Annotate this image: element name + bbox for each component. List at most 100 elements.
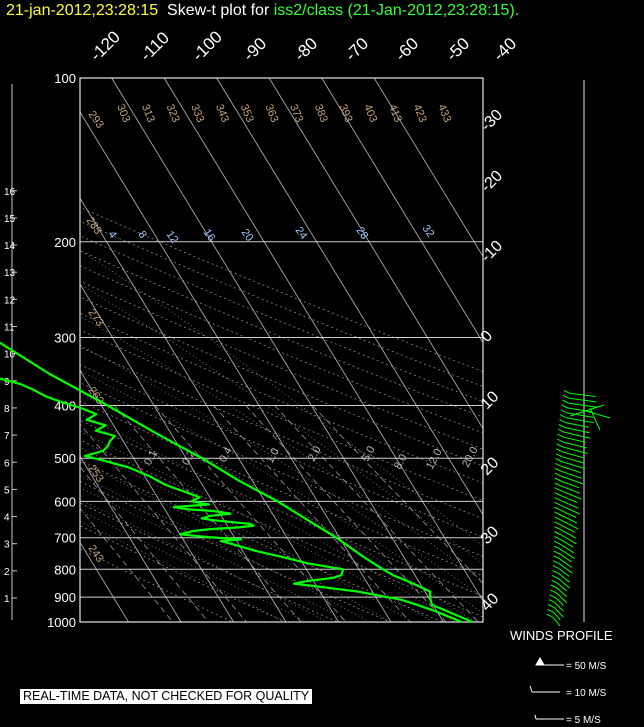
moist-adiabat — [80, 487, 350, 622]
wind-legend-half-barb — [534, 714, 564, 720]
isotherm-label-top: -50 — [442, 34, 473, 65]
wind-legend-label: = 5 M/S — [566, 715, 601, 726]
dry-adiabat — [80, 265, 483, 434]
mixing-ratio-line — [114, 405, 301, 622]
background-lines — [80, 78, 483, 622]
pressure-tick-label: 500 — [54, 451, 76, 466]
pressure-tick-label: 900 — [54, 590, 76, 605]
dry-adiabat — [80, 439, 483, 618]
mixing-ratio-label: 1.0 — [264, 446, 282, 465]
moist-adiabat — [80, 392, 476, 622]
isotherm — [80, 369, 234, 622]
dry-adiabat — [80, 329, 483, 502]
isotherm-label-top: -60 — [391, 34, 422, 65]
isotherm-label-top: -40 — [489, 34, 520, 65]
pressure-tick-label: 100 — [54, 71, 76, 86]
dry-adiabat-label-left: 283 — [84, 215, 104, 237]
isotherm — [268, 78, 483, 430]
dry-adiabat-label: 393 — [337, 103, 355, 125]
mixing-ratio-line — [80, 507, 173, 622]
mixing-ratio-line — [80, 466, 209, 622]
isotherm — [163, 78, 483, 602]
height-tick-label: 13 — [4, 268, 16, 279]
quality-notice: REAL-TIME DATA, NOT CHECKED FOR QUALITY — [20, 689, 313, 704]
height-tick-label: 6 — [4, 458, 10, 469]
moist-adiabat — [80, 520, 287, 622]
isotherm-label-right: 0 — [478, 327, 496, 345]
dry-adiabat — [80, 296, 483, 467]
height-tick-label: 16 — [4, 187, 16, 198]
isotherm-label-top: -100 — [188, 27, 225, 64]
moist-adiabat-label: 24 — [293, 225, 310, 242]
isotherm-label-right: -30 — [478, 106, 506, 134]
moist-adiabat — [80, 510, 308, 622]
wind-legend-pennant — [535, 656, 564, 666]
isotherm-label-top: -80 — [290, 34, 321, 65]
isotherm — [216, 78, 483, 516]
dry-adiabat-label: 343 — [213, 103, 231, 125]
dry-adiabat — [80, 480, 391, 622]
title-platform: iss2/class (21-Jan-2012,23:28:15) — [273, 2, 515, 19]
dry-adiabat-label: 353 — [238, 103, 256, 125]
dry-adiabat — [80, 280, 483, 450]
isotherm — [80, 283, 287, 622]
dry-adiabat-label: 303 — [114, 103, 132, 125]
moist-adiabat — [80, 461, 392, 622]
moist-adiabat — [80, 430, 434, 622]
dry-adiabat — [80, 502, 338, 622]
winds-profile — [546, 80, 611, 627]
dry-adiabat-label-left: 293 — [86, 109, 106, 131]
height-tick-label: 9 — [4, 377, 10, 388]
dry-adiabat — [80, 525, 286, 622]
mixing-ratio-line — [213, 405, 411, 622]
height-tick-label: 8 — [4, 404, 10, 415]
isotherm — [321, 78, 483, 344]
mixing-ratio-line — [274, 405, 479, 622]
dry-adiabat — [80, 220, 483, 387]
mixing-ratio-line — [154, 405, 346, 622]
dry-adiabat-label: 433 — [435, 103, 453, 125]
dry-adiabat — [80, 400, 483, 577]
isotherm-label-top: -110 — [136, 28, 173, 65]
height-tick-label: 14 — [4, 241, 16, 252]
moist-adiabat-label: 8 — [136, 229, 149, 241]
pressure-tick-label: 700 — [54, 531, 76, 546]
title-timestamp: 21-jan-2012,23:28:15 — [6, 2, 159, 19]
dry-adiabat-label: 413 — [386, 103, 404, 125]
dry-adiabat-label: 403 — [361, 103, 379, 125]
height-tick-label: 7 — [4, 431, 10, 442]
dry-adiabat — [80, 548, 233, 622]
isotherm-label-top: -70 — [341, 34, 372, 65]
wind-legend-full-barb — [529, 685, 560, 693]
height-tick-label: 3 — [4, 540, 10, 551]
dry-adiabat-label: 423 — [411, 103, 429, 125]
height-tick-label: 5 — [4, 485, 10, 496]
dry-adiabat — [80, 364, 483, 538]
isotherm-label-right: 10 — [478, 388, 503, 413]
mixing-ratio-label: 0.1 — [142, 448, 160, 467]
wind-legend: = 50 M/S = 10 M/S = 5 M/S — [529, 656, 607, 726]
height-tick-label: 1 — [4, 594, 10, 605]
mixing-ratio-line — [80, 423, 247, 622]
dry-adiabat — [80, 312, 483, 484]
pressure-tick-label: 300 — [54, 331, 76, 346]
dewpoint-profile — [0, 377, 463, 624]
dry-adiabat — [80, 250, 483, 418]
dry-adiabat-label: 313 — [139, 103, 157, 125]
moist-adiabat-label: 16 — [201, 227, 218, 244]
height-tick-label: 10 — [4, 350, 16, 361]
mixing-ratio-label: 5.0 — [360, 444, 378, 463]
winds-profile-label: WINDS PROFILE — [510, 628, 613, 643]
pressure-tick-label: 200 — [54, 235, 76, 250]
moist-adiabat-label: 20 — [239, 227, 256, 244]
chart-title: 21-jan-2012,23:28:15 Skew-t plot for iss… — [6, 2, 519, 20]
isotherm-label-right: 30 — [478, 523, 503, 548]
height-tick-label: 11 — [4, 323, 15, 334]
isotherm — [80, 197, 339, 622]
moist-adiabat-label: 28 — [354, 225, 371, 242]
pressure-tick-label: 1000 — [47, 615, 76, 630]
isotherm — [373, 78, 483, 258]
isotherm — [80, 111, 392, 622]
moist-adiabat-label: 4 — [106, 229, 119, 241]
